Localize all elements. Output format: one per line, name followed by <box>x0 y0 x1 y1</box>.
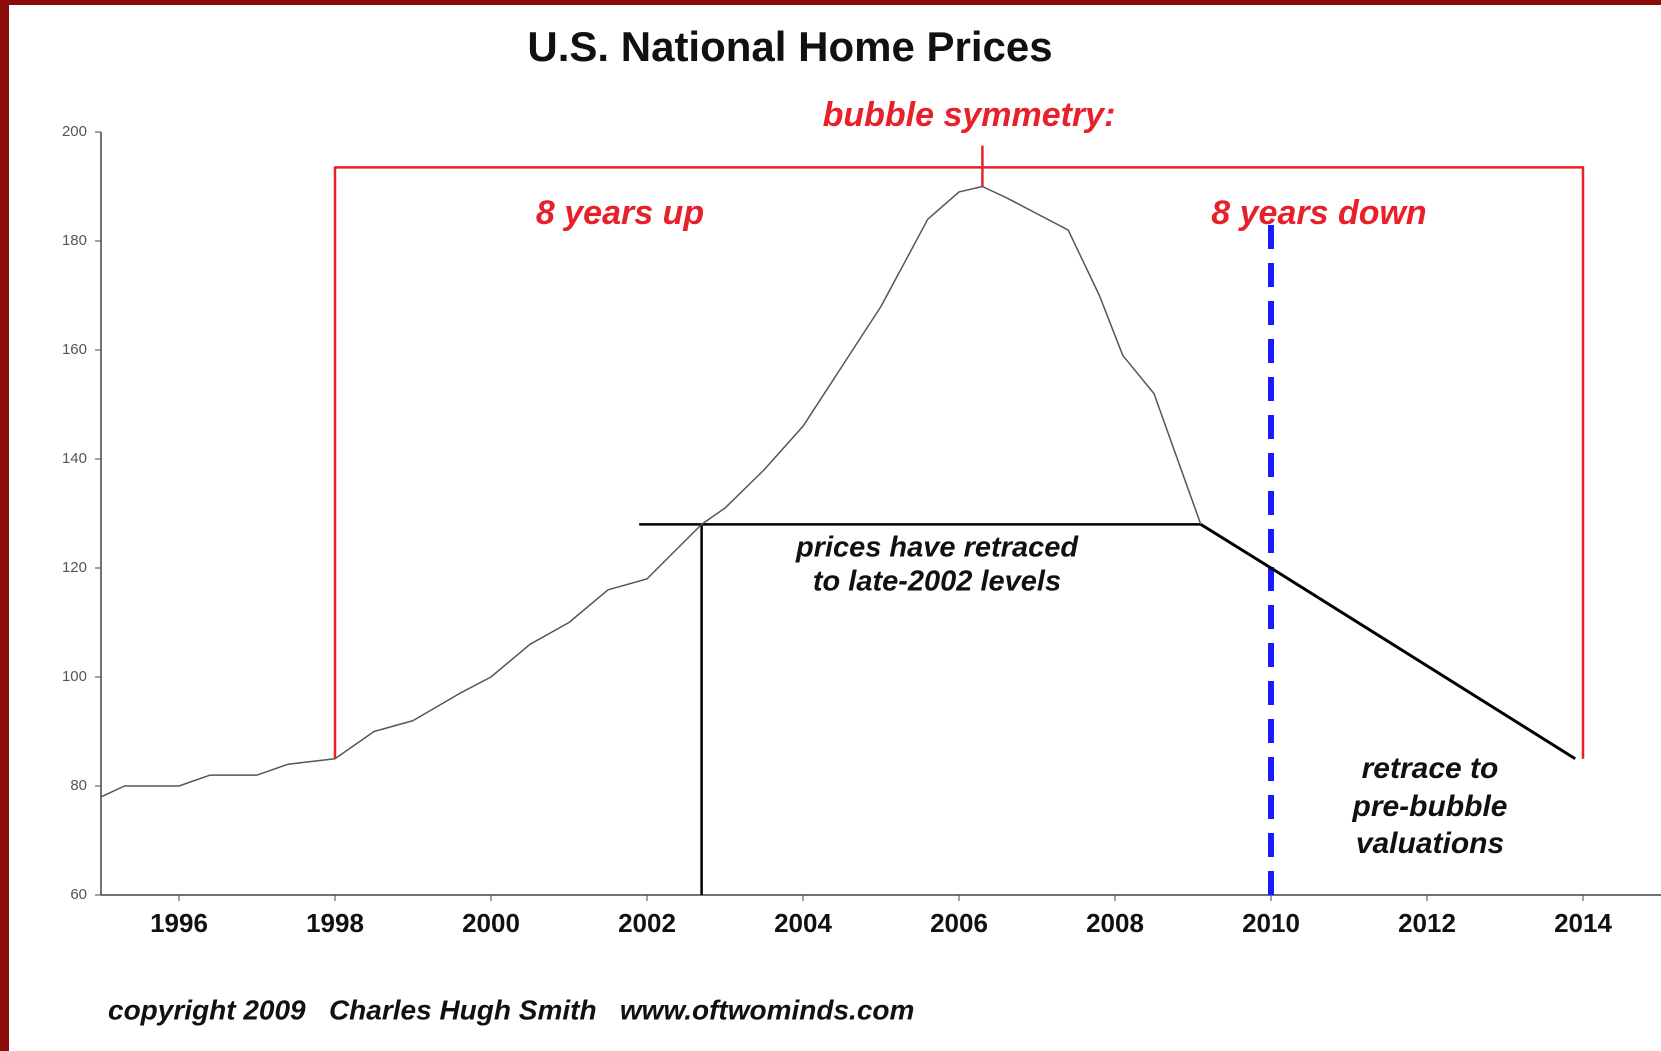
frame-top <box>0 0 1661 5</box>
y-tick-label: 200 <box>62 123 87 140</box>
x-tick-label: 2002 <box>618 908 676 938</box>
footer: copyright 2009 Charles Hugh Smith www.of… <box>108 994 914 1025</box>
x-tick-label: 2006 <box>930 908 988 938</box>
x-tick-label: 2012 <box>1398 908 1456 938</box>
annotation: prices have retraced <box>795 532 1079 564</box>
y-tick-label: 160 <box>62 341 87 358</box>
chart-title: U.S. National Home Prices <box>527 23 1052 70</box>
annotation: pre-bubble <box>1352 790 1508 823</box>
y-tick-label: 140 <box>62 450 87 467</box>
annotation: retrace to <box>1362 752 1499 785</box>
x-tick-label: 2010 <box>1242 908 1300 938</box>
x-tick-label: 1998 <box>306 908 364 938</box>
x-tick-label: 2014 <box>1554 908 1612 938</box>
annotation: bubble symmetry: <box>823 96 1116 134</box>
x-tick-label: 2000 <box>462 908 520 938</box>
y-tick-label: 120 <box>62 559 87 576</box>
x-tick-label: 2008 <box>1086 908 1144 938</box>
y-tick-label: 80 <box>70 777 87 794</box>
reference-line <box>333 166 1585 759</box>
annotation: 8 years up <box>536 194 704 232</box>
annotation: 8 years down <box>1211 194 1426 232</box>
y-tick-label: 100 <box>62 668 87 685</box>
annotation: to late-2002 levels <box>813 566 1061 598</box>
frame-left <box>0 0 9 1051</box>
x-tick-label: 2004 <box>774 908 832 938</box>
y-tick-label: 180 <box>62 232 87 249</box>
data-line <box>100 185 1202 798</box>
y-tick-label: 60 <box>70 886 87 903</box>
x-tick-label: 1996 <box>150 908 208 938</box>
projection-line <box>1200 523 1576 761</box>
annotation: valuations <box>1356 827 1504 860</box>
